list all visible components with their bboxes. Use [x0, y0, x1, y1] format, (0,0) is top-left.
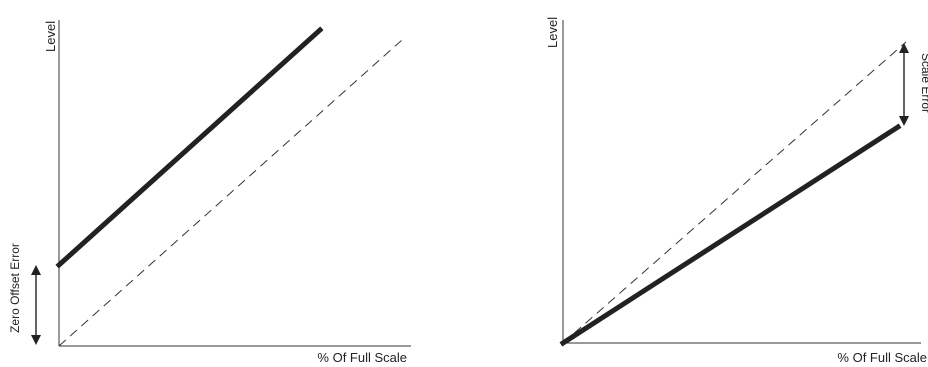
scale-error-label: Scale Error — [919, 53, 928, 113]
right-y-axis-label: Level — [545, 17, 560, 48]
left-x-axis-label: % Of Full Scale — [317, 350, 407, 365]
left-y-axis-label: Level — [43, 21, 58, 52]
zero-offset-error-label: Zero Offset Error — [8, 243, 22, 333]
zero-offset-diagram: Level % Of Full Scale Zero Offset Error — [8, 20, 411, 365]
left-ideal-line — [58, 39, 403, 347]
right-actual-line — [559, 123, 902, 347]
right-x-axis-label: % Of Full Scale — [837, 350, 927, 365]
left-actual-line — [55, 26, 324, 269]
scale-error-diagram: Level % Of Full Scale Scale Error — [545, 17, 928, 365]
right-ideal-line — [562, 41, 907, 344]
